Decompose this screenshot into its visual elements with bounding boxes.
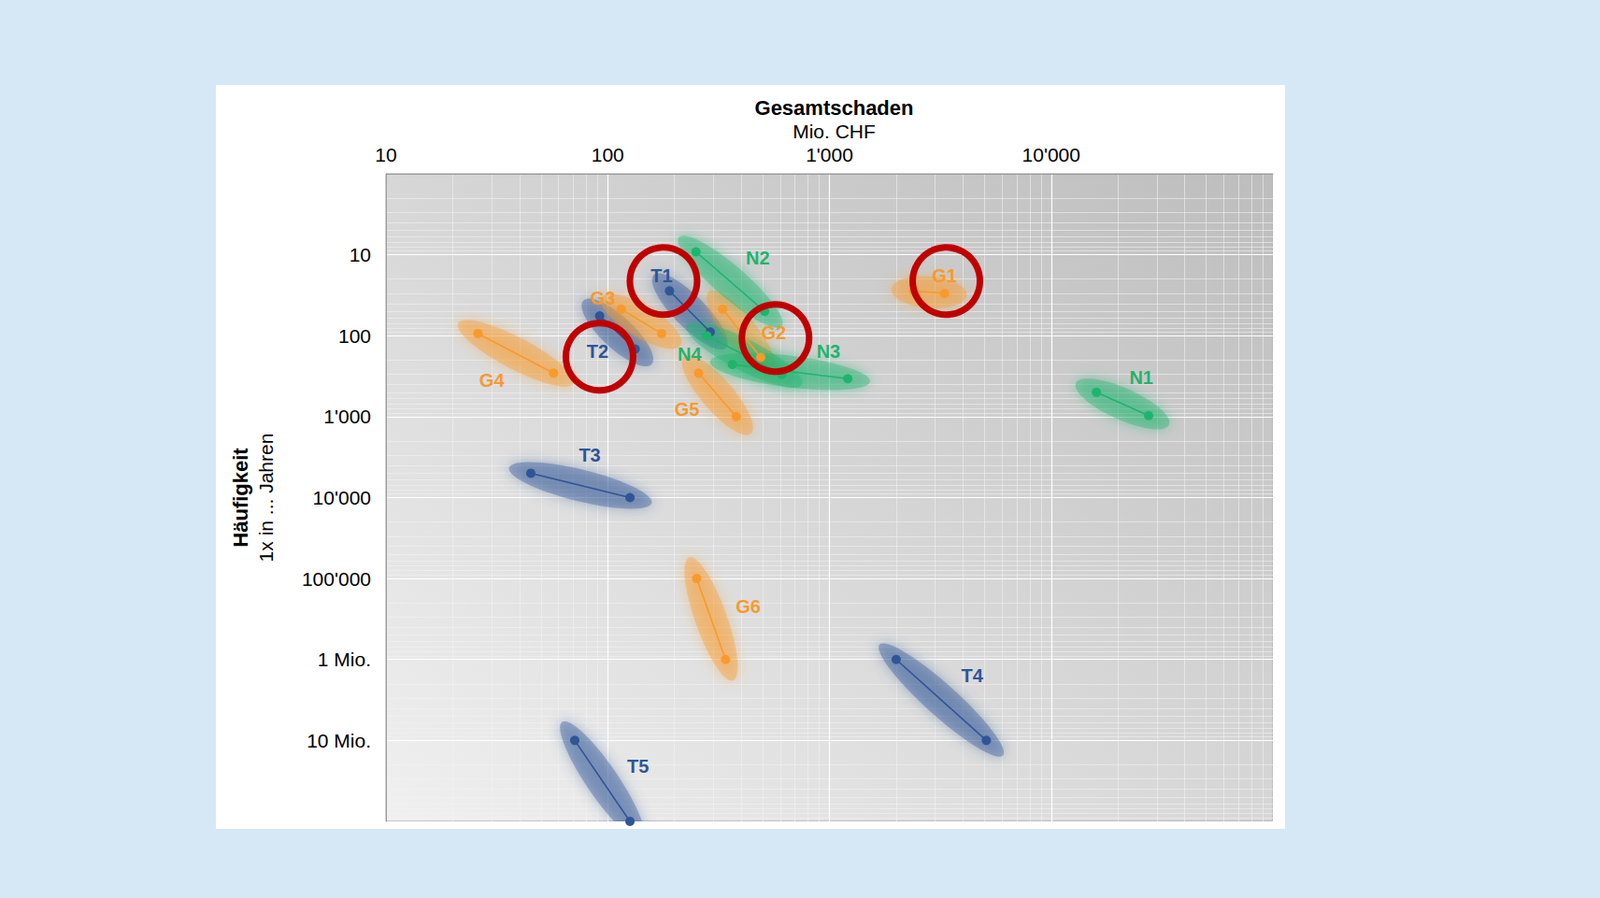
svg-text:N3: N3 — [816, 341, 842, 362]
svg-text:T2: T2 — [586, 341, 609, 362]
svg-text:T4: T4 — [960, 665, 984, 686]
svg-text:100: 100 — [338, 325, 372, 347]
svg-text:G5: G5 — [674, 399, 700, 420]
svg-text:1'000: 1'000 — [323, 405, 372, 428]
svg-text:G4: G4 — [479, 370, 506, 391]
svg-text:10: 10 — [349, 243, 372, 266]
svg-text:N2: N2 — [745, 247, 771, 269]
svg-text:100: 100 — [591, 143, 625, 166]
svg-text:10 Mio.: 10 Mio. — [306, 729, 372, 752]
svg-text:1'000: 1'000 — [805, 143, 854, 166]
svg-text:Mio. CHF: Mio. CHF — [792, 120, 876, 143]
svg-text:G1: G1 — [931, 265, 958, 286]
svg-text:10'000: 10'000 — [313, 486, 372, 509]
svg-text:10'000: 10'000 — [1022, 143, 1081, 166]
svg-text:T1: T1 — [650, 265, 672, 286]
svg-text:10: 10 — [374, 143, 397, 166]
svg-text:G3: G3 — [590, 287, 616, 309]
svg-text:G6: G6 — [735, 596, 761, 617]
svg-text:Häufigkeit: Häufigkeit — [228, 447, 253, 548]
svg-text:T5: T5 — [627, 756, 649, 777]
svg-text:Gesamtschaden: Gesamtschaden — [755, 96, 915, 120]
svg-text:100'000: 100'000 — [301, 568, 372, 590]
svg-text:T3: T3 — [578, 444, 600, 466]
svg-text:1x in ... Jahren: 1x in ... Jahren — [255, 433, 277, 563]
svg-text:G2: G2 — [760, 322, 786, 343]
svg-text:1 Mio.: 1 Mio. — [317, 648, 372, 671]
svg-text:N1: N1 — [1128, 367, 1154, 388]
svg-text:N4: N4 — [677, 343, 702, 365]
